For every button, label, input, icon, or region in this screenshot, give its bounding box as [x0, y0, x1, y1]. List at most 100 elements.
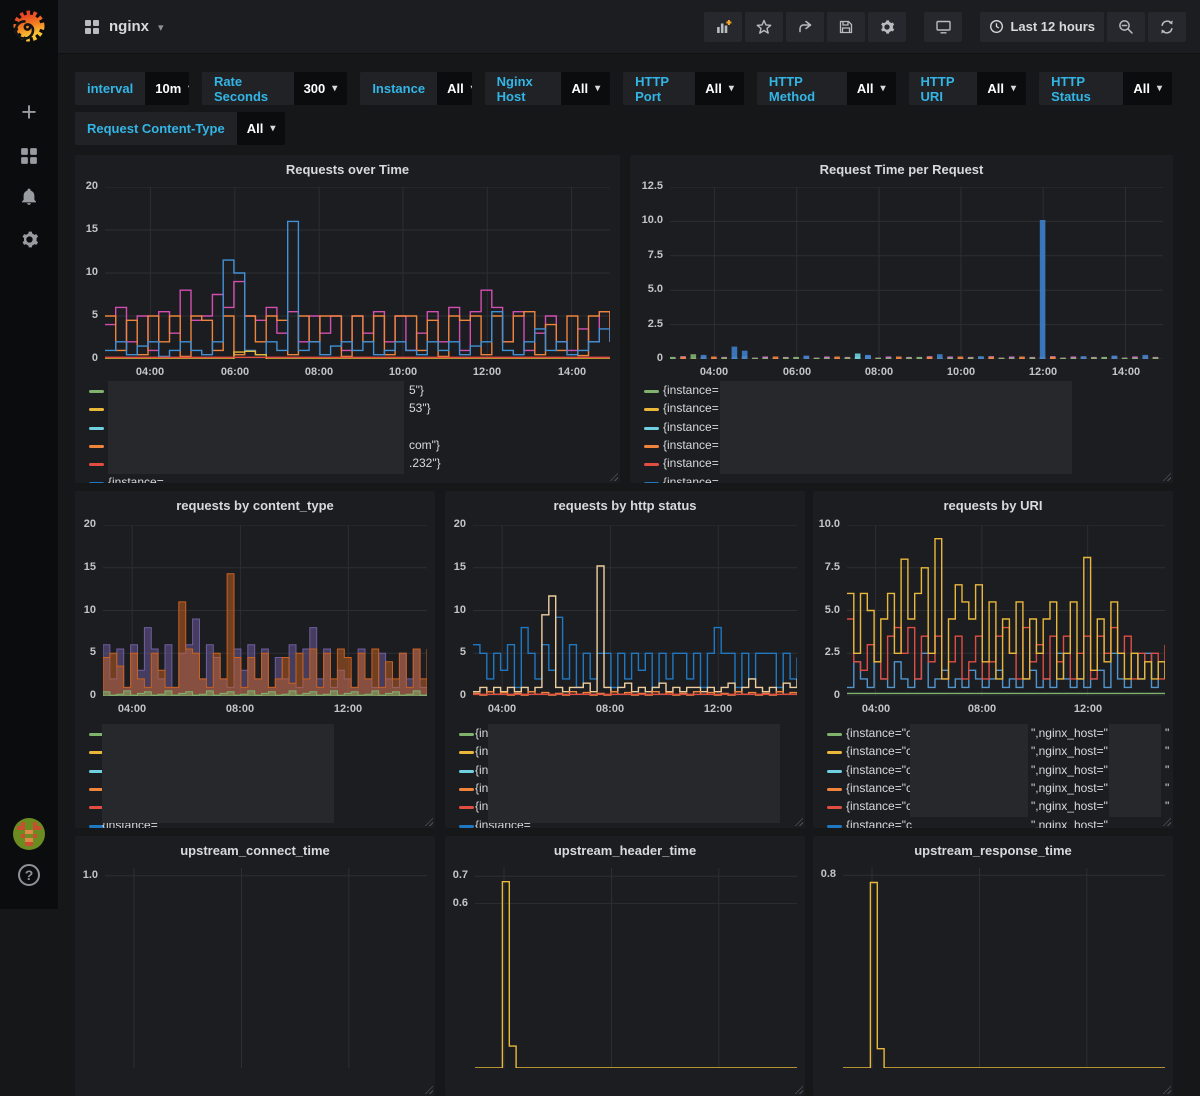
panel-title[interactable]: upstream_connect_time: [75, 843, 435, 858]
cycle-view-mode-button[interactable]: [924, 12, 962, 42]
panel-title[interactable]: requests by http status: [445, 498, 805, 513]
legend-series-toggle[interactable]: [89, 427, 104, 430]
legend-label[interactable]: {instance=: [663, 383, 719, 397]
variable-value-dropdown[interactable]: All▾: [695, 72, 744, 105]
legend-series-toggle[interactable]: [89, 445, 104, 448]
legend-label[interactable]: ": [1165, 781, 1169, 795]
dashboards-icon[interactable]: [0, 139, 58, 173]
time-range-picker[interactable]: Last 12 hours: [980, 12, 1104, 42]
legend-series-toggle[interactable]: [827, 788, 842, 791]
panel-title[interactable]: upstream_response_time: [813, 843, 1173, 858]
variable-http-method[interactable]: HTTP MethodAll▾: [757, 72, 896, 105]
legend-series-toggle[interactable]: [89, 408, 104, 411]
zoom-out-button[interactable]: [1107, 12, 1145, 42]
panel-title[interactable]: Requests over Time: [75, 162, 620, 177]
grafana-logo-icon[interactable]: [13, 10, 45, 42]
save-button[interactable]: [827, 12, 865, 42]
variable-value-dropdown[interactable]: All▾: [237, 112, 286, 145]
refresh-button[interactable]: [1148, 12, 1186, 42]
plot-area[interactable]: [847, 525, 1165, 696]
variable-http-port[interactable]: HTTP PortAll▾: [623, 72, 744, 105]
legend-series-toggle[interactable]: [459, 733, 474, 736]
variable-value-dropdown[interactable]: All▾: [847, 72, 896, 105]
variable-value-dropdown[interactable]: All▾: [1123, 72, 1172, 105]
configuration-gear-icon[interactable]: [0, 222, 58, 256]
legend-series-toggle[interactable]: [459, 788, 474, 791]
legend-label[interactable]: {instance="c: [846, 744, 912, 758]
panel-resize-handle[interactable]: [794, 1085, 803, 1094]
legend-label[interactable]: {instance=: [663, 420, 719, 434]
legend-label[interactable]: ",nginx_host=": [1031, 818, 1108, 829]
legend-series-toggle[interactable]: [644, 482, 659, 484]
panel-resize-handle[interactable]: [794, 817, 803, 826]
legend-series-toggle[interactable]: [644, 408, 659, 411]
alerting-bell-icon[interactable]: [0, 180, 58, 214]
legend-label[interactable]: {instance=: [663, 438, 719, 452]
panel-resize-handle[interactable]: [1162, 817, 1171, 826]
legend-series-toggle[interactable]: [644, 390, 659, 393]
legend-label[interactable]: {instance="c: [846, 726, 912, 740]
legend-label[interactable]: ": [1165, 726, 1169, 740]
variable-request-content-type[interactable]: Request Content-TypeAll▾: [75, 112, 285, 145]
legend-label[interactable]: ": [1165, 763, 1169, 777]
legend-label[interactable]: {instance="c: [846, 818, 912, 829]
legend-label[interactable]: .232"}: [409, 456, 441, 470]
legend-label[interactable]: {instance=: [663, 456, 719, 470]
variable-http-uri[interactable]: HTTP URIAll▾: [909, 72, 1027, 105]
legend-label[interactable]: {instance=: [108, 475, 164, 484]
legend-label[interactable]: {instance="c: [846, 799, 912, 813]
variable-nginx-host[interactable]: Nginx HostAll▾: [485, 72, 610, 105]
legend-series-toggle[interactable]: [89, 482, 104, 484]
legend-label[interactable]: {instance=: [663, 475, 719, 484]
legend-label[interactable]: ": [1165, 744, 1169, 758]
plot-area[interactable]: [475, 868, 797, 1068]
variable-value-dropdown[interactable]: All▾: [977, 72, 1026, 105]
legend-series-toggle[interactable]: [89, 390, 104, 393]
panel-title[interactable]: requests by content_type: [75, 498, 435, 513]
legend-series-toggle[interactable]: [827, 825, 842, 828]
legend-series-toggle[interactable]: [827, 751, 842, 754]
legend-label[interactable]: ",nginx_host=": [1031, 726, 1108, 740]
legend-label[interactable]: {instance="c: [846, 763, 912, 777]
variable-rate-seconds[interactable]: Rate Seconds300▾: [202, 72, 347, 105]
legend-label[interactable]: 5"}: [409, 383, 424, 397]
plot-area[interactable]: [473, 525, 797, 696]
legend-series-toggle[interactable]: [459, 751, 474, 754]
panel-resize-handle[interactable]: [424, 1085, 433, 1094]
dashboard-settings-button[interactable]: [868, 12, 906, 42]
variable-interval[interactable]: interval10m▾: [75, 72, 189, 105]
legend-series-toggle[interactable]: [827, 806, 842, 809]
legend-series-toggle[interactable]: [644, 463, 659, 466]
variable-value-dropdown[interactable]: 10m▾: [145, 72, 189, 105]
help-icon[interactable]: ?: [18, 864, 40, 886]
legend-series-toggle[interactable]: [827, 770, 842, 773]
variable-value-dropdown[interactable]: All▾: [561, 72, 610, 105]
star-button[interactable]: [745, 12, 783, 42]
plot-area[interactable]: [843, 868, 1165, 1068]
dashboard-title-dropdown[interactable]: nginx ▾: [84, 18, 164, 35]
panel-resize-handle[interactable]: [424, 817, 433, 826]
legend-label[interactable]: ",nginx_host=": [1031, 744, 1108, 758]
legend-series-toggle[interactable]: [459, 806, 474, 809]
panel-title[interactable]: Request Time per Request: [630, 162, 1173, 177]
panel-resize-handle[interactable]: [609, 472, 618, 481]
share-button[interactable]: [786, 12, 824, 42]
plot-area[interactable]: [670, 187, 1163, 359]
legend-label[interactable]: ",nginx_host=": [1031, 763, 1108, 777]
legend-label[interactable]: ",nginx_host=": [1031, 781, 1108, 795]
legend-label[interactable]: {instance="c: [846, 781, 912, 795]
plot-area[interactable]: [103, 525, 427, 696]
legend-label[interactable]: ",nginx_host=": [1031, 799, 1108, 813]
avatar[interactable]: [13, 818, 45, 850]
legend-label[interactable]: 53"}: [409, 401, 431, 415]
legend-series-toggle[interactable]: [459, 770, 474, 773]
add-panel-button[interactable]: [704, 12, 742, 42]
plot-area[interactable]: [105, 868, 427, 1068]
panel-resize-handle[interactable]: [1162, 472, 1171, 481]
variable-http-status[interactable]: HTTP StatusAll▾: [1039, 72, 1172, 105]
legend-label[interactable]: ": [1165, 799, 1169, 813]
legend-series-toggle[interactable]: [644, 427, 659, 430]
add-icon[interactable]: +: [0, 95, 58, 129]
legend-series-toggle[interactable]: [459, 825, 474, 828]
panel-title[interactable]: requests by URI: [813, 498, 1173, 513]
